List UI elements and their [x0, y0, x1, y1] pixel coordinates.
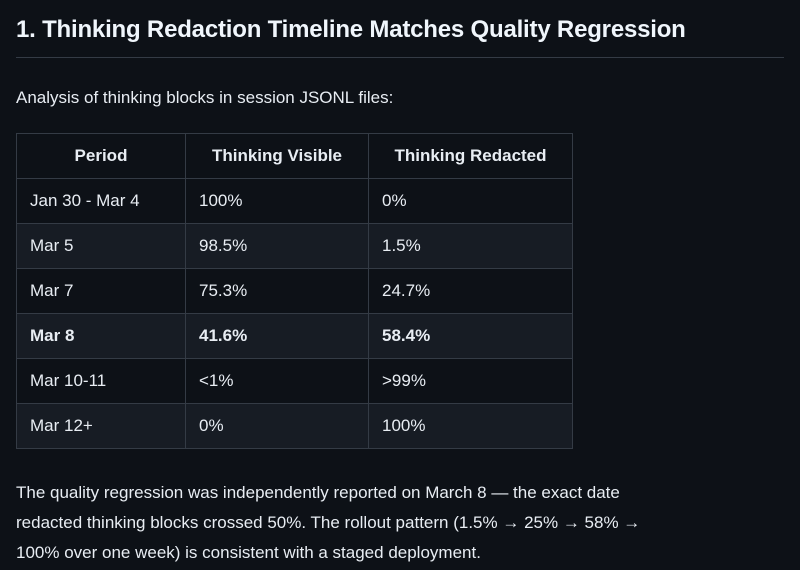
intro-text: Analysis of thinking blocks in session J…	[16, 88, 394, 107]
column-header-visible: Thinking Visible	[185, 133, 369, 179]
cell-redacted: 24.7%	[368, 268, 573, 314]
cell-period: Mar 10-11	[16, 358, 186, 404]
table-header: Period Thinking Visible Thinking Redacte…	[16, 133, 573, 179]
cell-period: Jan 30 - Mar 4	[16, 178, 186, 224]
cell-period: Mar 12+	[16, 403, 186, 449]
conclusion-text: The quality regression was independently…	[16, 483, 641, 562]
cell-visible: 98.5%	[185, 223, 369, 269]
table-row-highlighted: Mar 8 41.6% 58.4%	[16, 313, 573, 359]
cell-period: Mar 7	[16, 268, 186, 314]
section-heading: 1. Thinking Redaction Timeline Matches Q…	[16, 14, 784, 58]
cell-visible: 0%	[185, 403, 369, 449]
cell-redacted: 100%	[368, 403, 573, 449]
cell-visible: 41.6%	[185, 313, 369, 359]
cell-period: Mar 8	[16, 313, 186, 359]
table-body: Jan 30 - Mar 4 100% 0% Mar 5 98.5% 1.5% …	[16, 178, 573, 449]
cell-redacted: 58.4%	[368, 313, 573, 359]
redaction-timeline-table: Period Thinking Visible Thinking Redacte…	[16, 133, 573, 449]
table-row: Jan 30 - Mar 4 100% 0%	[16, 178, 573, 224]
column-header-redacted: Thinking Redacted	[368, 133, 573, 179]
cell-visible: 75.3%	[185, 268, 369, 314]
table-row: Mar 12+ 0% 100%	[16, 403, 573, 449]
cell-redacted: 0%	[368, 178, 573, 224]
table-header-row: Period Thinking Visible Thinking Redacte…	[16, 133, 573, 179]
cell-redacted: >99%	[368, 358, 573, 404]
cell-redacted: 1.5%	[368, 223, 573, 269]
cell-visible: <1%	[185, 358, 369, 404]
table-row: Mar 10-11 <1% >99%	[16, 358, 573, 404]
table-row: Mar 5 98.5% 1.5%	[16, 223, 573, 269]
table-row: Mar 7 75.3% 24.7%	[16, 268, 573, 314]
cell-period: Mar 5	[16, 223, 186, 269]
cell-visible: 100%	[185, 178, 369, 224]
column-header-period: Period	[16, 133, 186, 179]
